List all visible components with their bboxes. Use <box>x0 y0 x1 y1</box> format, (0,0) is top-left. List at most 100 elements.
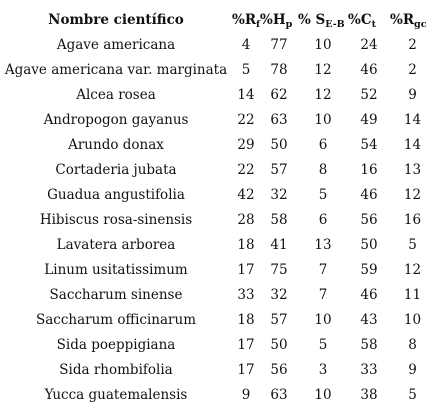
header-hp: %Hp <box>260 7 298 32</box>
cell-rf: 9 <box>241 386 251 403</box>
cell-rgc: 14 <box>403 111 422 128</box>
cell-rf: 17 <box>237 336 255 353</box>
cell-rgc: 9 <box>408 361 417 378</box>
cell-seb: 3 <box>318 361 328 378</box>
cell-seb: 12 <box>314 86 332 103</box>
header-subscript: gc <box>414 18 427 30</box>
table-row: Lavatera arborea 18 41 13 50 5 <box>0 232 435 257</box>
cell-rf: 29 <box>237 136 255 153</box>
cell-rgc: 10 <box>403 311 422 328</box>
cell-scientific-name: Linum usitatissimum <box>44 261 188 278</box>
cell-rgc: 12 <box>403 261 422 278</box>
cell-hp: 57 <box>270 161 288 178</box>
table-row: Sida poeppigiana 17 50 5 58 8 <box>0 332 435 357</box>
header-subscript: t <box>371 18 376 30</box>
cell-ct: 16 <box>360 161 378 178</box>
cell-seb: 10 <box>314 386 332 403</box>
header-label: %H <box>260 11 286 28</box>
cell-ct: 58 <box>360 336 378 353</box>
cell-scientific-name: Saccharum sinense <box>49 286 183 303</box>
cell-hp: 58 <box>270 211 288 228</box>
cell-hp: 32 <box>270 286 288 303</box>
header-ct: %Ct <box>348 7 390 32</box>
cell-rgc: 8 <box>408 336 417 353</box>
cell-ct: 49 <box>360 111 378 128</box>
header-subscript: E-B <box>325 18 345 30</box>
header-label: Nombre científico <box>48 11 184 28</box>
cell-seb: 7 <box>318 261 328 278</box>
header-label: %R <box>390 11 415 28</box>
cell-rf: 14 <box>237 86 255 103</box>
table-row: Arundo donax 29 50 6 54 14 <box>0 132 435 157</box>
table-row: Andropogon gayanus 22 63 10 49 14 <box>0 107 435 132</box>
cell-hp: 77 <box>270 36 288 53</box>
cell-rf: 5 <box>241 61 251 78</box>
cell-hp: 41 <box>270 236 288 253</box>
cell-hp: 63 <box>270 111 288 128</box>
header-label: %R <box>232 11 257 28</box>
table-row: Cortaderia jubata 22 57 8 16 13 <box>0 157 435 182</box>
cell-rgc: 13 <box>403 161 422 178</box>
cell-ct: 56 <box>360 211 378 228</box>
table-row: Saccharum sinense 33 32 7 46 11 <box>0 282 435 307</box>
cell-rgc: 2 <box>408 36 417 53</box>
cell-seb: 13 <box>314 236 332 253</box>
cell-scientific-name: Sida rhombifolia <box>59 361 173 378</box>
header-rgc: %Rgc <box>390 7 435 32</box>
cell-seb: 10 <box>314 111 332 128</box>
table-row: Yucca guatemalensis 9 63 10 38 5 <box>0 382 435 407</box>
cell-scientific-name: Alcea rosea <box>76 86 156 103</box>
header-label: % S <box>298 11 326 28</box>
cell-scientific-name: Hibiscus rosa-sinensis <box>39 211 193 228</box>
cell-rf: 28 <box>237 211 255 228</box>
table-row: Agave americana var. marginata 5 78 12 46 2 <box>0 57 435 82</box>
cell-scientific-name: Cortaderia jubata <box>55 161 177 178</box>
cell-rf: 17 <box>237 361 255 378</box>
cell-ct: 46 <box>360 286 378 303</box>
table-row: Hibiscus rosa-sinensis 28 58 6 56 16 <box>0 207 435 232</box>
cell-rf: 18 <box>237 236 255 253</box>
cell-hp: 56 <box>270 361 288 378</box>
table-body: Agave americana 4 77 10 24 2 Agave americana v… <box>0 32 435 407</box>
cell-ct: 46 <box>360 61 378 78</box>
cell-hp: 78 <box>270 61 288 78</box>
cell-scientific-name: Agave americana <box>56 36 176 53</box>
cell-ct: 46 <box>360 186 378 203</box>
cell-seb: 12 <box>314 61 332 78</box>
cell-ct: 52 <box>360 86 378 103</box>
cell-scientific-name: Saccharum officinarum <box>35 311 196 328</box>
cell-scientific-name: Andropogon gayanus <box>43 111 189 128</box>
cell-rgc: 5 <box>408 236 417 253</box>
cell-hp: 63 <box>270 386 288 403</box>
cell-rf: 22 <box>237 111 255 128</box>
cell-rgc: 14 <box>403 136 422 153</box>
header-subscript: f <box>256 18 261 30</box>
cell-seb: 6 <box>318 136 328 153</box>
cell-scientific-name: Agave americana var. marginata <box>4 61 228 78</box>
cell-ct: 59 <box>360 261 378 278</box>
cell-rgc: 5 <box>408 386 417 403</box>
header-seb: % SE-B <box>298 7 348 32</box>
cell-scientific-name: Sida poeppigiana <box>56 336 176 353</box>
table-row: Saccharum officinarum 18 57 10 43 10 <box>0 307 435 332</box>
header-rf: %Rf <box>232 7 260 32</box>
cell-seb: 5 <box>318 186 328 203</box>
cell-ct: 33 <box>360 361 378 378</box>
table-row: Guadua angustifolia 42 32 5 46 12 <box>0 182 435 207</box>
table-row: Alcea rosea 14 62 12 52 9 <box>0 82 435 107</box>
cell-hp: 50 <box>270 336 288 353</box>
cell-seb: 10 <box>314 36 332 53</box>
cell-scientific-name: Arundo donax <box>68 136 164 153</box>
header-label: %C <box>348 11 372 28</box>
cell-ct: 43 <box>360 311 378 328</box>
cell-seb: 5 <box>318 336 328 353</box>
table-row: Agave americana 4 77 10 24 2 <box>0 32 435 57</box>
table-row: Linum usitatissimum 17 75 7 59 12 <box>0 257 435 282</box>
cell-rgc: 9 <box>408 86 417 103</box>
cell-rf: 33 <box>237 286 255 303</box>
cell-rf: 4 <box>241 36 251 53</box>
cell-ct: 24 <box>360 36 378 53</box>
header-scientific-name: Nombre científico <box>0 7 232 32</box>
cell-hp: 50 <box>270 136 288 153</box>
cell-rf: 42 <box>237 186 255 203</box>
